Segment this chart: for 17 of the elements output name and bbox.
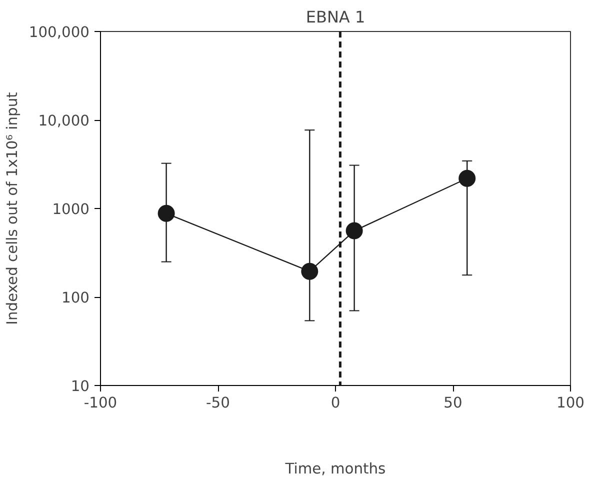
y-tick-label: 1000 xyxy=(52,201,90,218)
x-tick-label: 0 xyxy=(330,394,340,412)
point xyxy=(458,170,476,187)
x-tick-label: -50 xyxy=(206,394,230,412)
chart-title: EBNA 1 xyxy=(306,8,366,26)
x-axis-title: Time, months xyxy=(284,460,386,478)
y-axis-title: Indexed cells out of 1x10⁶ input xyxy=(4,92,21,325)
point xyxy=(346,222,363,240)
point xyxy=(301,262,318,280)
y-tick-label: 100,000 xyxy=(28,24,90,41)
x-tick-label: -100 xyxy=(84,394,118,412)
y-tick-label: 10,000 xyxy=(38,112,90,130)
x-tick-label: 100 xyxy=(556,394,584,412)
y-tick-label: 10 xyxy=(70,378,90,395)
y-tick-label: 100 xyxy=(62,290,90,306)
x-tick-label: 50 xyxy=(444,394,462,412)
point xyxy=(158,204,175,222)
